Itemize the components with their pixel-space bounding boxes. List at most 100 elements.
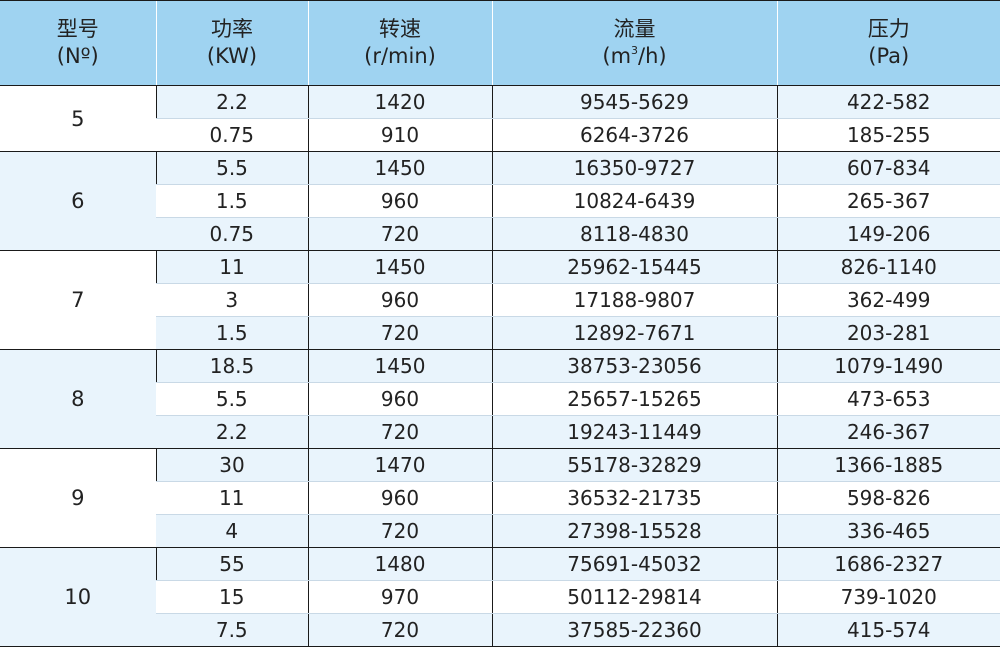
header-model-unit: (Nº) <box>56 44 99 68</box>
cell-power: 11 <box>156 481 308 515</box>
cell-pressure: 362-499 <box>776 283 1000 317</box>
cell-speed: 960 <box>307 184 492 218</box>
cell-speed: 720 <box>307 514 492 548</box>
header-model-label: 型号 <box>56 17 99 41</box>
cell-speed: 720 <box>307 415 492 449</box>
cell-pressure: 246-367 <box>776 415 1000 449</box>
cell-power: 4 <box>156 514 308 548</box>
cell-power: 0.75 <box>156 118 308 152</box>
header-power-label: 功率 <box>211 17 253 41</box>
header-flow-unit-open: (m <box>602 44 632 68</box>
header-speed-unit: (r/min) <box>364 44 436 68</box>
cell-power: 2.2 <box>155 85 308 119</box>
cell-flow: 37585-22360 <box>491 613 777 647</box>
cell-speed: 960 <box>307 283 492 317</box>
cell-speed: 1470 <box>307 448 492 482</box>
header-power-unit: (KW) <box>206 44 258 68</box>
cell-power: 2.2 <box>156 415 308 449</box>
table-row: 5 2.2 1420 9545-5629 422-582 <box>0 85 1000 152</box>
cell-flow: 6264-3726 <box>491 118 777 152</box>
header-flow: 流量 (m3/h) <box>491 0 777 86</box>
header-flow-label: 流量 <box>613 17 656 41</box>
cell-power: 5.5 <box>155 151 308 185</box>
cell-flow: 38753-23056 <box>491 349 777 383</box>
table-row: 1.5 960 10824-6439 265-367 <box>0 184 1000 218</box>
header-speed: 转速 (r/min) <box>307 0 492 86</box>
table-row: 6 5.5 1450 16350-9727 607-834 <box>0 151 1000 251</box>
cell-power: 7.5 <box>156 613 308 647</box>
header-pressure: 压力 (Pa) <box>776 0 1000 86</box>
cell-power: 1.5 <box>156 184 308 218</box>
header-row: 型号 (Nº) 功率 (KW) 转速 (r/min) 流量 (m3/h) 压力 … <box>0 0 1000 86</box>
cell-pressure: 336-465 <box>776 514 1000 548</box>
table-row: 5.5 960 25657-15265 473-653 <box>0 382 1000 416</box>
cell-speed: 1480 <box>307 547 492 581</box>
table-row: 1.5 720 12892-7671 203-281 <box>0 316 1000 350</box>
table-row: 4 720 27398-15528 336-465 <box>0 514 1000 548</box>
cell-flow: 25962-15445 <box>491 250 777 284</box>
header-flow-unit-superscript: 3 <box>631 44 639 57</box>
cell-speed: 960 <box>307 382 492 416</box>
table-row: 2.2 720 19243-11449 246-367 <box>0 415 1000 449</box>
table-row: 8 18.5 1450 38753-23056 1079-1490 <box>0 349 1000 449</box>
table-row: 0.75 720 8118-4830 149-206 <box>0 217 1000 251</box>
table-row: 3 960 17188-9807 362-499 <box>0 283 1000 317</box>
cell-flow: 55178-32829 <box>491 448 777 482</box>
cell-speed: 720 <box>307 613 492 647</box>
cell-flow: 27398-15528 <box>491 514 777 548</box>
cell-power: 0.75 <box>156 217 308 251</box>
cell-model: 10 <box>0 547 156 647</box>
header-speed-label: 转速 <box>379 17 421 41</box>
cell-power: 3 <box>156 283 308 317</box>
cell-flow: 17188-9807 <box>491 283 777 317</box>
cell-power: 30 <box>155 448 308 482</box>
cell-flow: 36532-21735 <box>491 481 777 515</box>
cell-flow: 12892-7671 <box>491 316 777 350</box>
cell-pressure: 598-826 <box>776 481 1000 515</box>
cell-pressure: 473-653 <box>776 382 1000 416</box>
cell-model: 5 <box>0 85 156 152</box>
table-row: 15 970 50112-29814 739-1020 <box>0 580 1000 614</box>
cell-pressure: 149-206 <box>776 217 1000 251</box>
cell-speed: 720 <box>307 217 492 251</box>
cell-power: 11 <box>155 250 308 284</box>
cell-speed: 720 <box>307 316 492 350</box>
cell-power: 55 <box>155 547 308 581</box>
cell-flow: 8118-4830 <box>491 217 777 251</box>
table-row: 7.5 720 37585-22360 415-574 <box>0 613 1000 647</box>
cell-flow: 25657-15265 <box>491 382 777 416</box>
cell-power: 15 <box>156 580 308 614</box>
table-row: 9 30 1470 55178-32829 1366-1885 <box>0 448 1000 548</box>
cell-pressure: 826-1140 <box>776 250 1000 284</box>
cell-pressure: 203-281 <box>776 316 1000 350</box>
cell-power: 1.5 <box>156 316 308 350</box>
header-flow-unit: (m3/h) <box>493 43 777 70</box>
cell-pressure: 607-834 <box>776 151 1000 185</box>
cell-model: 9 <box>0 448 156 548</box>
cell-pressure: 1686-2327 <box>776 547 1000 581</box>
cell-speed: 1420 <box>307 85 492 119</box>
table-body: 5 2.2 1420 9545-5629 422-582 0.75 910 6264-3726… <box>0 85 1000 647</box>
table-row: 11 960 36532-21735 598-826 <box>0 481 1000 515</box>
cell-model: 6 <box>0 151 156 251</box>
header-pressure-unit: (Pa) <box>868 44 910 68</box>
cell-pressure: 739-1020 <box>776 580 1000 614</box>
table-row: 7 11 1450 25962-15445 826-1140 <box>0 250 1000 350</box>
header-model: 型号 (Nº) <box>0 0 156 86</box>
cell-flow: 19243-11449 <box>491 415 777 449</box>
cell-speed: 1450 <box>307 250 492 284</box>
cell-pressure: 415-574 <box>776 613 1000 647</box>
cell-pressure: 422-582 <box>776 85 1000 119</box>
cell-speed: 1450 <box>307 151 492 185</box>
cell-pressure: 265-367 <box>776 184 1000 218</box>
cell-flow: 50112-29814 <box>491 580 777 614</box>
table-row: 10 55 1480 75691-45032 1686-2327 <box>0 547 1000 647</box>
cell-model: 7 <box>0 250 156 350</box>
cell-speed: 960 <box>307 481 492 515</box>
table-row: 0.75 910 6264-3726 185-255 <box>0 118 1000 152</box>
header-power: 功率 (KW) <box>155 0 308 86</box>
table-header: 型号 (Nº) 功率 (KW) 转速 (r/min) 流量 (m3/h) 压力 … <box>0 0 1000 86</box>
cell-speed: 910 <box>307 118 492 152</box>
cell-pressure: 185-255 <box>776 118 1000 152</box>
cell-pressure: 1079-1490 <box>776 349 1000 383</box>
